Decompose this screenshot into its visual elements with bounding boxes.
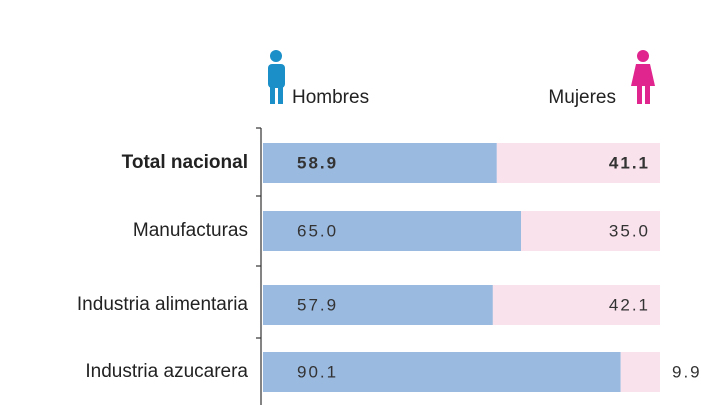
men-icon	[268, 50, 285, 104]
value-label: 42.1	[609, 295, 650, 314]
value-label: 41.1	[609, 153, 650, 172]
bar-segment	[263, 211, 522, 251]
value-label: 90.1	[297, 362, 338, 381]
legend-label: Hombres	[292, 87, 369, 108]
bar-segment	[263, 143, 497, 183]
axis	[256, 127, 262, 405]
bar-segment	[521, 211, 660, 251]
legend-label: Mujeres	[548, 87, 616, 108]
category-label: Industria azucarera	[85, 361, 248, 382]
bar-segment	[620, 352, 660, 392]
category-label: Total nacional	[122, 152, 248, 173]
value-label: 58.9	[297, 153, 338, 172]
category-label: Manufacturas	[133, 220, 248, 241]
category-label: Industria alimentaria	[77, 294, 249, 315]
value-label: 9.9	[672, 362, 701, 381]
value-label: 65.0	[297, 221, 338, 240]
bar-segment	[492, 285, 660, 325]
value-label: 57.9	[297, 295, 338, 314]
bar-segment	[263, 285, 493, 325]
bar-segment	[263, 352, 621, 392]
value-label: 35.0	[609, 221, 650, 240]
bar-segment	[496, 143, 660, 183]
women-icon	[631, 50, 655, 104]
